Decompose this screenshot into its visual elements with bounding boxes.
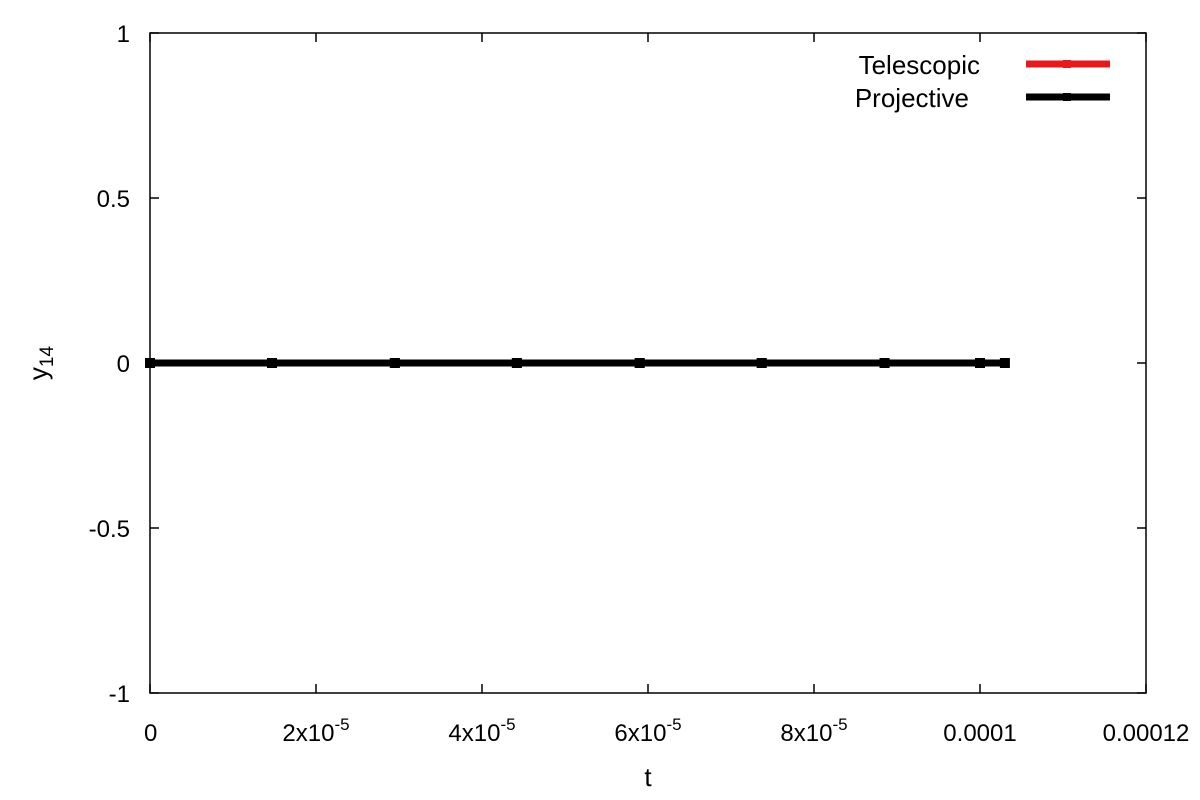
x-tick-label: 0.00012 <box>1103 720 1190 747</box>
legend-label-telescopic: Telescopic <box>859 50 980 80</box>
y-tick-label: 0.5 <box>97 186 130 213</box>
x-tick-label: 0.0001 <box>943 720 1016 747</box>
legend-marker-projective <box>1063 93 1071 101</box>
legend-label-projective: Projective <box>855 83 969 113</box>
y-axis-label-main: y <box>23 367 53 380</box>
data-point-projective <box>511 358 522 368</box>
data-point-projective <box>879 358 890 368</box>
y-tick-label: 0 <box>117 351 130 378</box>
y-tick-label: -1 <box>109 681 130 708</box>
data-point-projective <box>389 358 400 368</box>
x-axis-label: t <box>644 762 652 792</box>
tick-labels: 0 2x10-5 4x10-5 6x10-5 8x10-5 0.0001 0.00012 -1… <box>89 21 1190 747</box>
y-axis-label: y14 <box>23 346 58 381</box>
legend-marker-telescopic <box>1063 60 1071 68</box>
y-axis-label-subscript: 14 <box>37 346 58 368</box>
x-tick-label: 4x10-5 <box>448 715 515 747</box>
x-tick-label: 8x10-5 <box>780 715 847 747</box>
plot-frame <box>149 32 1147 694</box>
data-point-projective <box>634 358 645 368</box>
data-point-projective <box>267 358 278 368</box>
x-tick-label: 2x10-5 <box>282 715 349 747</box>
data-point-projective <box>756 358 767 368</box>
x-tick-label: 0 <box>144 720 157 747</box>
x-tick-label: 6x10-5 <box>614 715 681 747</box>
y-tick-label: 1 <box>117 21 130 48</box>
series-lines <box>145 358 1010 368</box>
data-point-projective <box>975 358 985 368</box>
legend: Telescopic Projective <box>855 50 1110 113</box>
y-tick-label: -0.5 <box>89 516 130 543</box>
data-point-projective <box>999 358 1010 368</box>
